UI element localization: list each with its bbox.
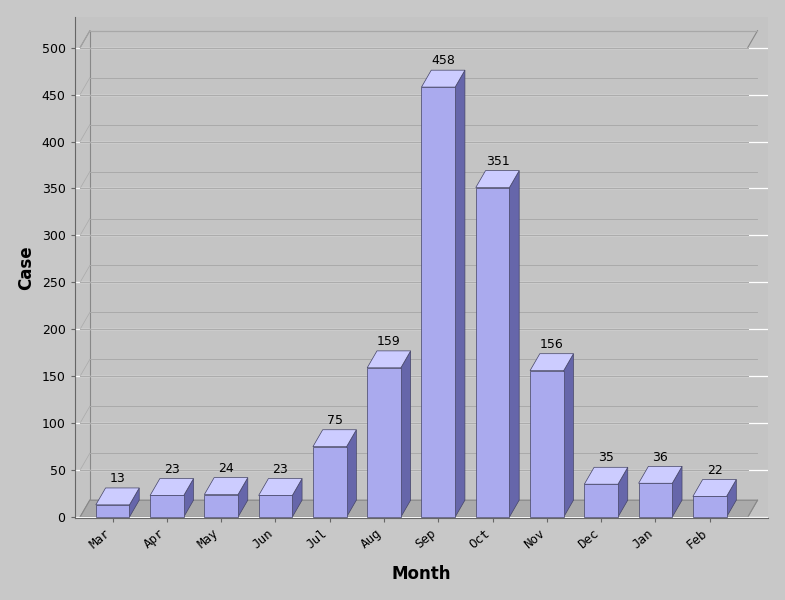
Polygon shape	[476, 170, 519, 188]
FancyBboxPatch shape	[313, 446, 347, 517]
Polygon shape	[422, 70, 465, 87]
Polygon shape	[455, 70, 465, 517]
Polygon shape	[639, 466, 682, 483]
Text: 23: 23	[164, 463, 180, 476]
FancyBboxPatch shape	[422, 87, 455, 517]
Text: 156: 156	[540, 338, 564, 351]
Polygon shape	[509, 170, 519, 517]
FancyBboxPatch shape	[150, 496, 184, 517]
X-axis label: Month: Month	[392, 565, 451, 583]
Text: 23: 23	[272, 463, 288, 476]
FancyBboxPatch shape	[530, 371, 564, 517]
FancyBboxPatch shape	[96, 505, 130, 517]
FancyBboxPatch shape	[476, 188, 509, 517]
Polygon shape	[584, 467, 628, 484]
Polygon shape	[96, 488, 139, 505]
FancyBboxPatch shape	[639, 483, 672, 517]
Polygon shape	[672, 466, 682, 517]
FancyBboxPatch shape	[584, 484, 618, 517]
Text: 13: 13	[110, 472, 126, 485]
Polygon shape	[150, 479, 194, 496]
Polygon shape	[530, 354, 574, 371]
Polygon shape	[258, 479, 302, 496]
Polygon shape	[184, 479, 194, 517]
Text: 24: 24	[218, 462, 234, 475]
Text: 75: 75	[327, 414, 342, 427]
FancyBboxPatch shape	[693, 496, 727, 517]
Polygon shape	[367, 351, 411, 368]
Polygon shape	[292, 479, 302, 517]
Text: 458: 458	[431, 55, 455, 67]
FancyBboxPatch shape	[258, 496, 292, 517]
Text: 22: 22	[706, 464, 722, 476]
Polygon shape	[401, 351, 411, 517]
Text: 351: 351	[486, 155, 509, 168]
Polygon shape	[618, 467, 628, 517]
Polygon shape	[564, 354, 574, 517]
Polygon shape	[347, 430, 356, 517]
Polygon shape	[238, 478, 248, 517]
FancyBboxPatch shape	[367, 368, 401, 517]
Polygon shape	[693, 479, 736, 496]
Polygon shape	[313, 430, 356, 446]
Polygon shape	[80, 500, 758, 517]
Y-axis label: Case: Case	[16, 245, 35, 290]
Text: 159: 159	[377, 335, 401, 348]
Text: 35: 35	[598, 451, 614, 464]
FancyBboxPatch shape	[204, 494, 238, 517]
Text: 36: 36	[652, 451, 668, 464]
Polygon shape	[204, 478, 248, 494]
Polygon shape	[130, 488, 139, 517]
Polygon shape	[727, 479, 736, 517]
